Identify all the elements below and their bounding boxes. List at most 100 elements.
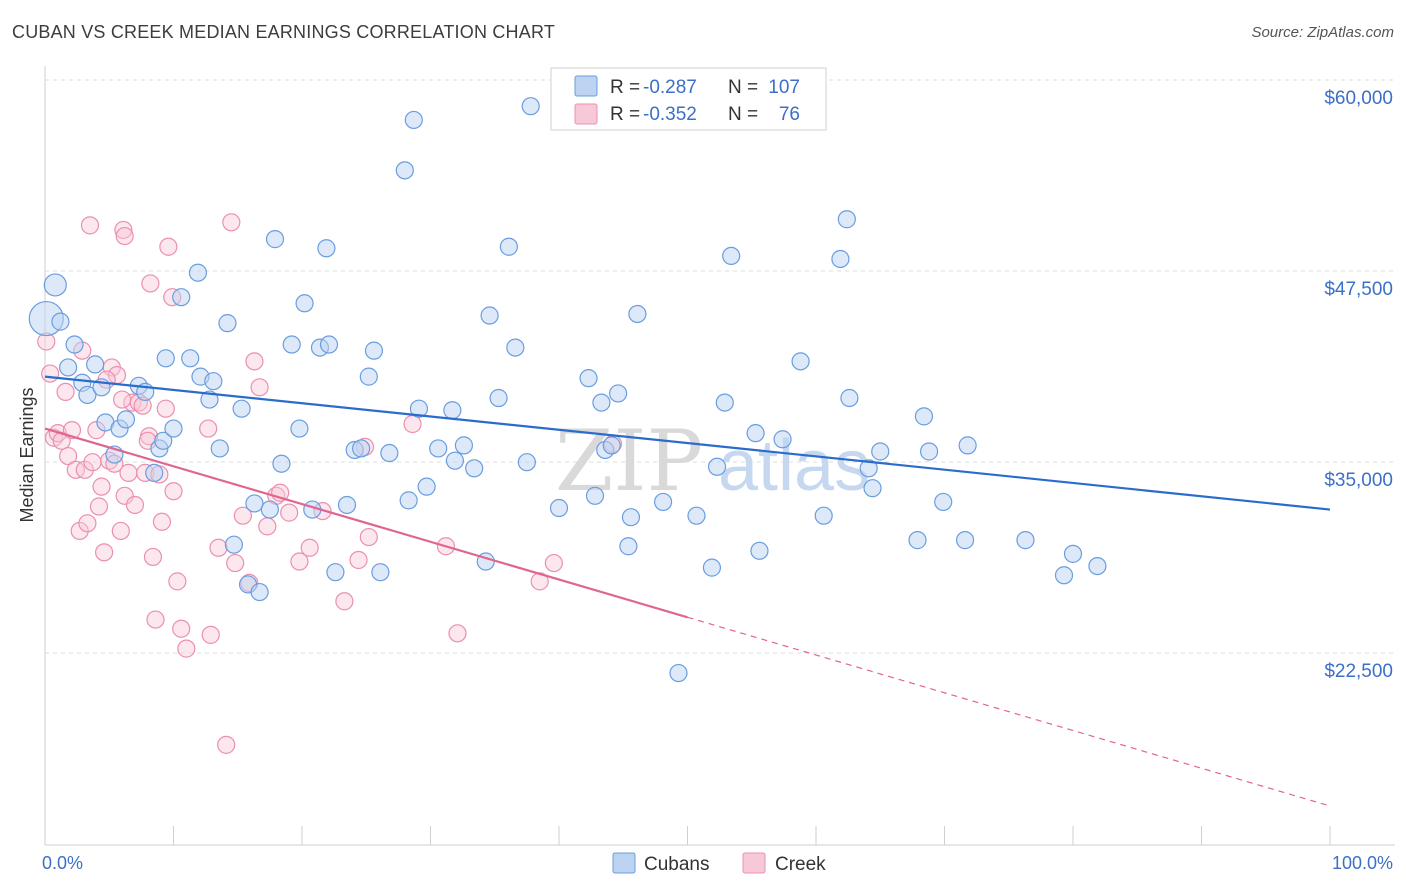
- creek-point-45: [233, 506, 252, 525]
- bottom-legend-swatch-cubans: [612, 852, 636, 874]
- creek-trend-line-extension: [687, 616, 1331, 807]
- cubans-point-97: [914, 407, 934, 426]
- cubans-point-103: [1054, 566, 1074, 585]
- cubans-point-3: [59, 358, 78, 377]
- cubans-point-42: [319, 335, 339, 354]
- cubans-point-60: [465, 459, 484, 478]
- cubans-point-83: [715, 393, 734, 412]
- cubans-point-20: [172, 288, 191, 307]
- cubans-point-25: [204, 372, 223, 391]
- creek-point-73: [112, 390, 132, 409]
- creek-point-62: [448, 624, 467, 643]
- creek-point-66: [80, 216, 100, 235]
- cubans-point-101: [958, 436, 977, 455]
- cubans-point-26: [210, 439, 229, 458]
- legend: R = -0.287 N = 107 R = -0.352 N = 76: [550, 67, 827, 131]
- creek-point-31: [143, 547, 163, 567]
- creek-point-40: [199, 419, 218, 438]
- legend-n-label-creek: N =: [728, 104, 758, 125]
- creek-trend-line: [44, 427, 688, 619]
- creek-point-67: [114, 220, 133, 240]
- cubans-point-71: [592, 393, 611, 412]
- cubans-point-66: [517, 453, 536, 472]
- cubans-point-68: [549, 498, 569, 518]
- creek-point-36: [164, 482, 183, 501]
- bottom-legend-creek: Creek: [775, 854, 826, 875]
- cubans-point-7: [86, 355, 105, 374]
- cubans-point-84: [722, 246, 741, 266]
- creek-point-71: [141, 274, 160, 293]
- cubans-point-86: [750, 541, 769, 560]
- creek-point-43: [217, 735, 236, 754]
- cubans-point-80: [687, 506, 706, 525]
- creek-point-1: [41, 364, 60, 383]
- cubans-point-12: [116, 410, 136, 429]
- cubans-point-50: [380, 443, 399, 463]
- legend-n-cubans: 107: [768, 77, 800, 98]
- cubans-point-18: [156, 349, 175, 368]
- y-tick-label-0: $60,000: [1324, 88, 1393, 109]
- creek-point-39: [177, 639, 196, 658]
- cubans-point-85: [746, 424, 765, 443]
- y-tick-labels: $60,000 $47,500 $35,000 $22,500: [1324, 88, 1393, 682]
- cubans-point-32: [250, 582, 269, 602]
- cubans-point-29: [232, 399, 251, 418]
- cubans-point-38: [295, 294, 314, 313]
- cubans-points: [28, 97, 1107, 683]
- cubans-point-56: [429, 439, 448, 458]
- creek-point-69: [159, 237, 178, 256]
- bottom-legend: Cubans Creek: [612, 852, 826, 875]
- cubans-point-21: [181, 349, 200, 368]
- cubans-point-59: [454, 436, 474, 455]
- cubans-point-73: [602, 436, 621, 455]
- cubans-point-24: [200, 390, 219, 409]
- legend-n-label-cubans: N =: [728, 77, 758, 98]
- cubans-point-49: [371, 563, 390, 582]
- cubans-point-37: [290, 419, 309, 438]
- cubans-point-28: [224, 535, 243, 554]
- cubans-point-44: [337, 495, 357, 515]
- cubans-point-98: [919, 442, 939, 461]
- cubans-point-79: [669, 663, 688, 683]
- creek-point-22: [111, 521, 130, 541]
- bottom-legend-cubans: Cubans: [644, 854, 710, 875]
- cubans-point-102: [1016, 531, 1035, 550]
- creek-point-60: [403, 414, 422, 434]
- cubans-point-27: [218, 314, 237, 333]
- cubans-point-81: [702, 558, 722, 577]
- creek-point-44: [226, 553, 245, 573]
- creek-point-34: [152, 512, 172, 531]
- creek-point-15: [89, 497, 109, 516]
- creek-point-24: [119, 463, 138, 482]
- cubans-point-19: [164, 419, 183, 438]
- cubans-point-2: [51, 312, 70, 331]
- watermark-atlas: atlas: [718, 426, 870, 506]
- creek-point-5: [56, 382, 75, 402]
- cubans-point-33: [260, 500, 279, 519]
- cubans-point-51: [395, 161, 414, 180]
- creek-point-17: [95, 543, 114, 562]
- creek-point-48: [250, 378, 269, 397]
- cubans-point-52: [399, 491, 418, 510]
- creek-point-49: [258, 517, 277, 536]
- creek-point-54: [300, 538, 319, 557]
- creek-point-37: [168, 572, 187, 591]
- cubans-point-54: [409, 399, 429, 418]
- cubans-point-58: [445, 451, 465, 470]
- creek-point-16: [92, 477, 111, 496]
- legend-swatch-cubans: [574, 75, 598, 97]
- trend-lines: [44, 375, 1331, 807]
- cubans-point-46: [352, 439, 371, 458]
- cubans-point-70: [585, 486, 605, 505]
- y-tick-label-1: $47,500: [1324, 279, 1393, 300]
- creek-point-23: [115, 486, 134, 505]
- watermark: ZIP atlas: [555, 412, 870, 510]
- creek-point-53: [290, 552, 309, 571]
- watermark-zip: ZIP: [555, 412, 703, 510]
- legend-r-label-creek: R =: [610, 104, 640, 125]
- legend-r-creek: -0.352: [643, 104, 697, 125]
- x-tick-label-1: 100.0%: [1332, 853, 1393, 873]
- cubans-point-34: [265, 230, 285, 249]
- cubans-point-91: [837, 210, 856, 229]
